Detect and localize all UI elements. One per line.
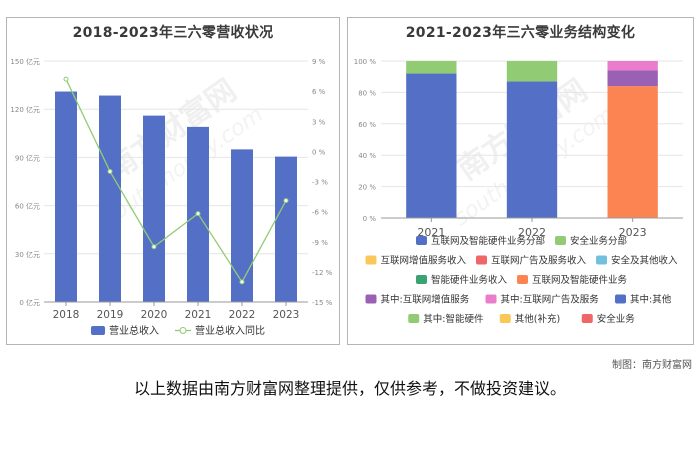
yoy-growth-point — [283, 198, 289, 204]
legend-label: 其他(补充) — [515, 313, 560, 325]
legend-swatch — [365, 255, 377, 265]
x-tick-label: 2019 — [97, 309, 124, 321]
y-tick-label: 60 % — [358, 121, 376, 129]
stacked-bar-segment — [406, 73, 457, 218]
structure-chart-title: 2021-2023年三六零业务结构变化 — [405, 25, 636, 41]
y-right-tick-label: -15 % — [312, 299, 333, 307]
x-tick-label: 2020 — [141, 309, 168, 321]
y-left-tick-label: 120 亿元 — [10, 105, 40, 114]
legend-swatch — [596, 255, 607, 265]
disclaimer-text: 以上数据由南方财富网整理提供，仅供参考，不做投资建议。 — [133, 379, 566, 398]
yoy-growth-point — [151, 244, 157, 250]
y-tick-label: 0 % — [363, 215, 377, 223]
legend-label: 其中:智能硬件 — [423, 313, 484, 325]
stacked-bar-segment — [506, 81, 558, 218]
yoy-growth-line — [65, 78, 287, 284]
x-tick-label: 2021 — [185, 309, 212, 321]
legend-swatch — [476, 255, 487, 265]
revenue-bar — [99, 95, 121, 302]
yoy-growth-point — [107, 168, 113, 174]
revenue-bar — [231, 149, 253, 302]
legend-swatch — [408, 314, 420, 323]
legend-swatch — [581, 314, 593, 323]
legend-label: 安全业务分部 — [570, 235, 627, 247]
legend-marker-yoy — [179, 327, 187, 334]
y-tick-label: 20 % — [358, 184, 376, 192]
revenue-bar — [275, 156, 297, 302]
legend-swatch-revenue — [91, 326, 105, 335]
revenue-bar — [55, 91, 77, 302]
y-right-tick-label: -3 % — [312, 179, 328, 187]
revenue-chart-panel: 2018-2023年三六零营收状况 南方财富网 southmoney.com 0 … — [6, 17, 340, 345]
legend-label-revenue: 营业总收入 — [109, 324, 159, 337]
legend-label: 其中:互联网增值服务 — [381, 294, 470, 306]
stacked-bar-segment — [406, 61, 457, 74]
legend-swatch — [499, 314, 511, 323]
legend-label: 其中:其他 — [630, 294, 672, 306]
y-right-tick-label: 0 % — [312, 148, 326, 156]
y-left-tick-label: 150 亿元 — [10, 57, 40, 66]
stacked-bar-segment — [607, 61, 658, 71]
stacked-bar-segment — [506, 61, 558, 82]
legend-swatch — [416, 236, 427, 245]
y-right-tick-label: -9 % — [312, 239, 328, 247]
revenue-chart-title: 2018-2023年三六零营收状况 — [72, 25, 274, 41]
y-right-tick-label: 3 % — [312, 118, 326, 126]
legend-label: 互联网广告及服务收入 — [491, 255, 587, 267]
legend-swatch — [485, 294, 497, 304]
legend-swatch — [615, 294, 626, 304]
structure-chart-panel: 2021-2023年三六零业务结构变化 南方财富网southmoney.com … — [347, 17, 694, 345]
stacked-bar-segment — [607, 86, 658, 219]
x-tick-label: 2022 — [518, 226, 546, 239]
revenue-bar — [143, 115, 165, 302]
stacked-bar-segment — [607, 70, 658, 87]
x-tick-label: 2023 — [619, 226, 647, 239]
legend-swatch — [365, 294, 377, 304]
legend-label: 互联网及智能硬件业务 — [532, 274, 628, 286]
yoy-growth-point — [195, 211, 201, 217]
legend-swatch — [416, 275, 427, 284]
yoy-growth-point — [239, 279, 245, 285]
y-left-tick-label: 90 亿元 — [15, 153, 40, 162]
x-tick-label: 2018 — [53, 309, 80, 321]
x-tick-label: 2023 — [273, 309, 300, 321]
legend-label: 智能硬件业务收入 — [431, 274, 508, 286]
legend-label-yoy: 营业总收入同比 — [195, 324, 265, 337]
y-tick-label: 40 % — [358, 152, 376, 160]
x-tick-label: 2022 — [229, 309, 256, 321]
legend-swatch — [517, 275, 528, 284]
y-tick-label: 80 % — [358, 89, 376, 97]
y-left-tick-label: 0 亿元 — [19, 298, 40, 307]
y-tick-label: 100 % — [354, 58, 377, 66]
x-tick-label: 2021 — [417, 226, 445, 239]
yoy-growth-point — [63, 76, 69, 82]
legend-swatch — [555, 236, 566, 245]
chart-credit: 制图：南方财富网 — [612, 360, 692, 371]
legend-label: 安全及其他收入 — [611, 255, 678, 267]
legend-label: 互联网增值服务收入 — [381, 255, 467, 267]
y-left-tick-label: 60 亿元 — [15, 202, 40, 211]
y-right-tick-label: 6 % — [312, 88, 326, 96]
legend-label: 互联网及智能硬件业务分部 — [431, 235, 545, 247]
legend-label: 安全业务 — [597, 313, 636, 325]
legend-label: 其中:互联网广告及服务 — [501, 294, 600, 306]
y-right-tick-label: 9 % — [312, 58, 326, 66]
y-right-tick-label: -6 % — [312, 209, 328, 217]
y-left-tick-label: 30 亿元 — [15, 250, 40, 259]
y-right-tick-label: -12 % — [312, 269, 333, 277]
